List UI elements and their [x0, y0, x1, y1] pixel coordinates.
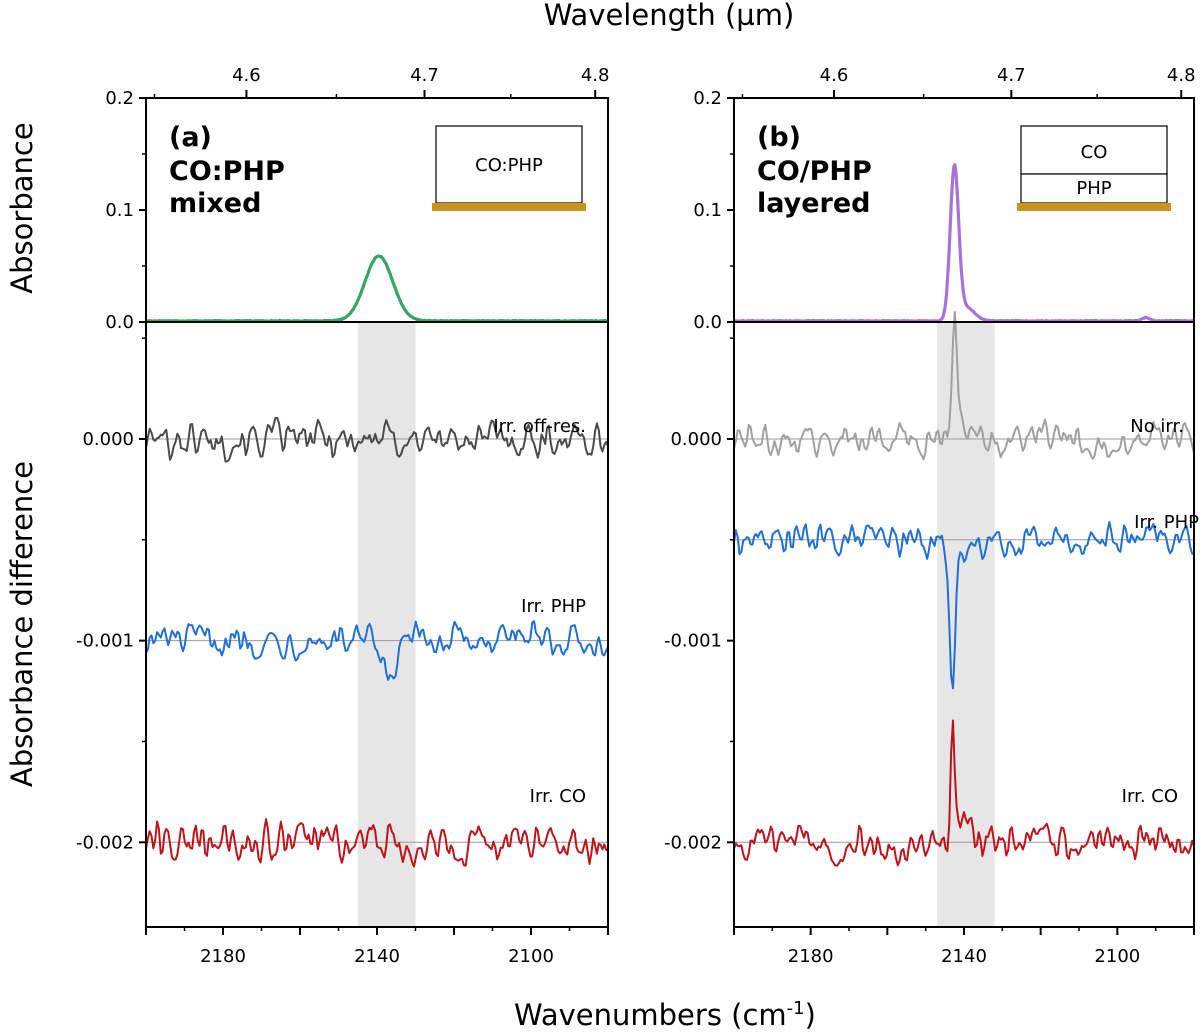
- inset-layer-box: [435, 125, 583, 204]
- x-tick-label: 2180: [788, 946, 834, 967]
- y-tick-label: 0.1: [105, 200, 134, 221]
- y-axis-label-difference: Absorbance difference: [5, 461, 39, 787]
- inset-substrate: [1017, 203, 1171, 211]
- series-labels: Irr. off-res. Irr. PHP Irr. CO: [493, 416, 586, 807]
- inset-label: CO:PHP: [475, 155, 543, 176]
- difference-series-line: [145, 818, 609, 868]
- y-tick-label: -0.001: [76, 631, 134, 652]
- x-tick-label: 2180: [200, 946, 246, 967]
- inset-layer-box-php: [1020, 173, 1168, 204]
- top-axis-label: Wavelength (µm): [544, 0, 795, 32]
- panel-title-line1: CO:PHP: [169, 156, 285, 187]
- inset-label-php: PHP: [1076, 178, 1111, 199]
- series-label: Irr. off-res.: [493, 416, 586, 437]
- sample-inset: CO PHP: [1017, 125, 1171, 211]
- panel-b: 0.0 0.1 0.2 0.000 -0.001 -0.002 2180 2140 2100 4.…: [664, 65, 1199, 967]
- inset-label-co: CO: [1081, 142, 1108, 163]
- panel-title-line1: CO/PHP: [757, 156, 872, 187]
- series-label: Irr. PHP: [521, 596, 586, 617]
- baseline-lines: [734, 438, 1194, 843]
- top-x-tick-label: 4.7: [997, 65, 1026, 86]
- y-tick-label: 0.0: [693, 312, 722, 333]
- top-x-tick-label: 4.8: [581, 65, 610, 86]
- y-tick-label: -0.002: [76, 832, 134, 853]
- series-label: No irr.: [1130, 416, 1184, 437]
- top-x-tick-label: 4.6: [232, 65, 261, 86]
- series-label: Irr. CO: [1122, 786, 1178, 807]
- series-label: Irr. CO: [530, 786, 586, 807]
- panel-a: 0.0 0.1 0.2 0.000 -0.001 -0.002 2180 2140 2100 4.…: [76, 65, 610, 967]
- sample-inset: CO:PHP: [432, 125, 586, 211]
- difference-series-line: [733, 719, 1195, 867]
- highlight-band: [937, 322, 995, 927]
- top-x-tick-label: 4.7: [410, 65, 439, 86]
- y-axis-label-absorbance: Absorbance: [5, 122, 39, 293]
- y-tick-label: 0.000: [670, 429, 722, 450]
- panel-title: (b) CO/PHP layered: [757, 122, 872, 219]
- tick-group: 0.0 0.1 0.2 0.000 -0.001 -0.002 2180 2140 2100 4.…: [76, 65, 610, 967]
- panel-letter: (a): [169, 122, 212, 153]
- top-x-tick-label: 4.8: [1167, 65, 1196, 86]
- absorbance-series-line: [145, 254, 609, 323]
- tick-group: 0.0 0.1 0.2 0.000 -0.001 -0.002 2180 2140 2100 4.…: [664, 65, 1196, 967]
- panel-title-line2: layered: [757, 188, 871, 219]
- y-tick-label: 0.0: [105, 312, 134, 333]
- difference-series-line: [145, 416, 609, 463]
- y-tick-label: 0.000: [82, 429, 134, 450]
- top-x-tick-label: 4.6: [820, 65, 849, 86]
- y-tick-label: -0.002: [664, 832, 722, 853]
- panel-title: (a) CO:PHP mixed: [169, 122, 285, 219]
- y-tick-label: 0.1: [693, 200, 722, 221]
- series-labels: No irr. Irr. PHP Irr. CO: [1122, 416, 1199, 807]
- y-tick-label: 0.2: [105, 88, 134, 109]
- x-tick-label: 2140: [354, 946, 400, 967]
- series-label: Irr. PHP: [1134, 512, 1199, 533]
- difference-series-line: [733, 521, 1195, 690]
- x-tick-label: 2100: [1094, 946, 1140, 967]
- difference-series-line: [733, 310, 1195, 461]
- y-tick-label: -0.001: [664, 631, 722, 652]
- panel-letter: (b): [757, 122, 801, 153]
- inset-substrate: [432, 203, 586, 211]
- panel-title-line2: mixed: [169, 188, 261, 219]
- highlight-band-rect: [937, 322, 995, 927]
- x-tick-label: 2140: [941, 946, 987, 967]
- difference-series-line: [145, 620, 609, 681]
- x-tick-label: 2100: [508, 946, 554, 967]
- bottom-axis-label: Wavenumbers (cm-1): [514, 998, 816, 1032]
- y-tick-label: 0.2: [693, 88, 722, 109]
